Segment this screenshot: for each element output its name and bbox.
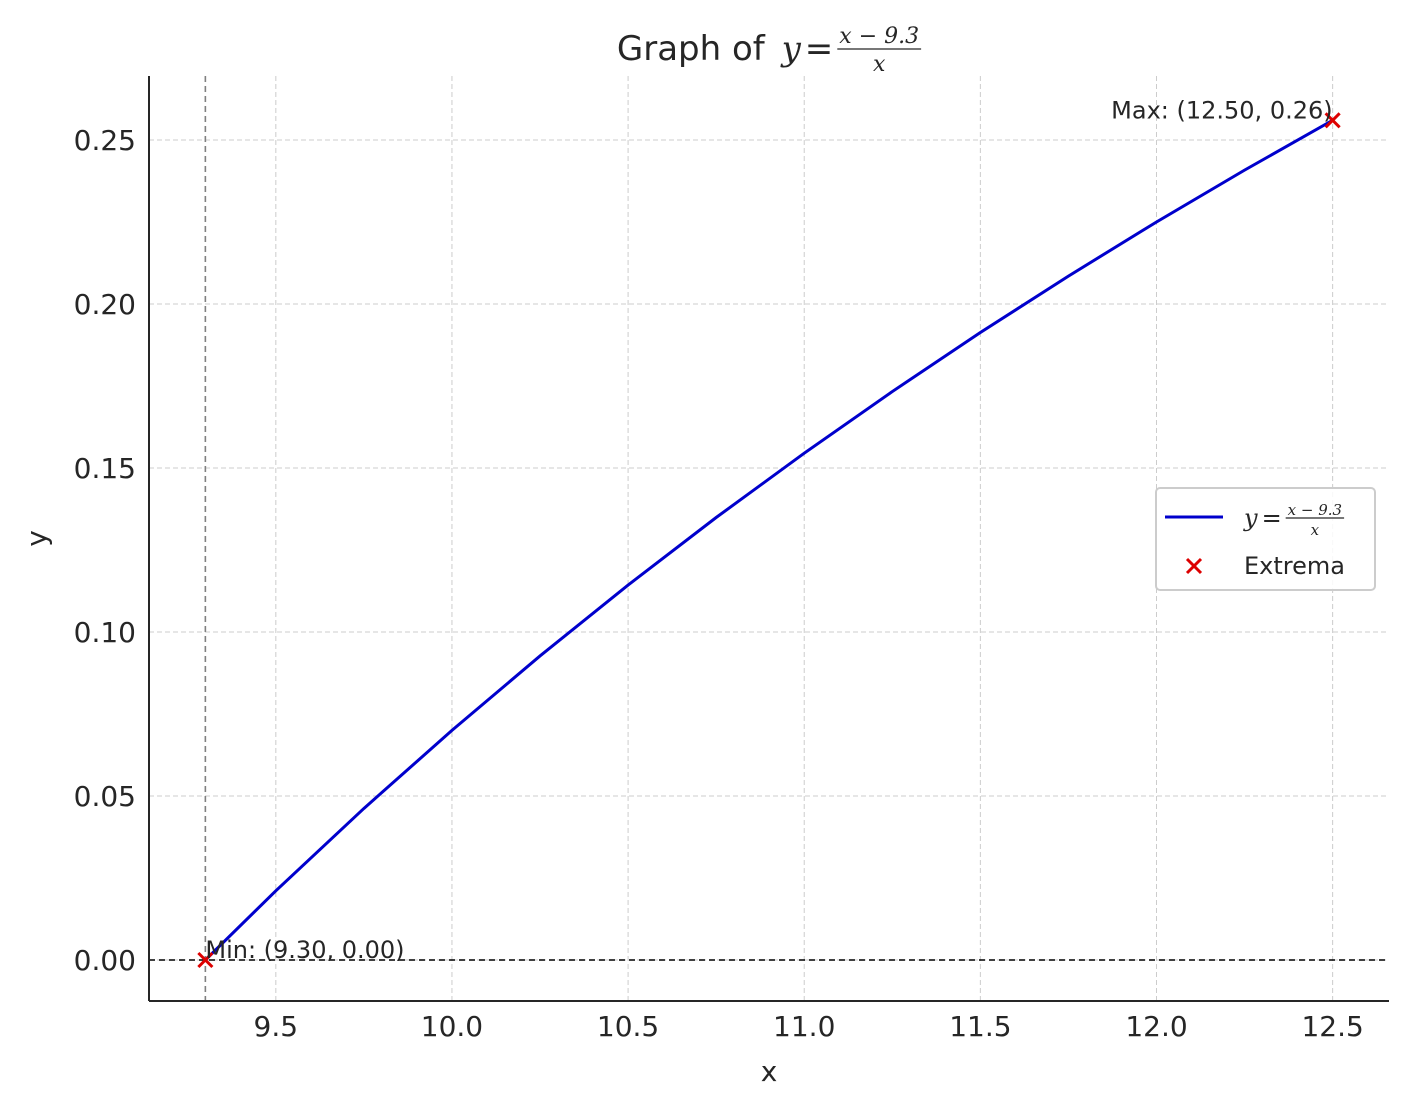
math-numerator: x − 9.3 xyxy=(1288,501,1342,519)
x-tick-label: 11.5 xyxy=(949,1010,1011,1043)
series-layer xyxy=(197,112,1341,969)
math-denominator: x xyxy=(873,52,886,77)
chart-title-math: y = x − 9.3 x xyxy=(780,24,922,77)
math-denominator: x xyxy=(1311,521,1320,539)
reference-lines xyxy=(149,76,1389,1001)
x-tick-label: 12.5 xyxy=(1301,1010,1363,1043)
x-tick-label: 11.0 xyxy=(773,1010,835,1043)
x-tick-label: 12.0 xyxy=(1125,1010,1187,1043)
marker-stroke xyxy=(197,951,214,969)
y-tick-label: 0.05 xyxy=(74,780,136,813)
math-lhs: y xyxy=(1243,504,1258,532)
legend: y = x − 9.3 x Extrema xyxy=(1155,487,1376,591)
legend-extrema-swatch xyxy=(1185,557,1203,575)
annotations: Max: (12.50, 0.26) Min: (9.30, 0.00) xyxy=(205,96,1332,964)
legend-entry-curve-label: y = x − 9.3 x xyxy=(1243,501,1345,539)
chart-title-prefix: Graph of xyxy=(617,29,776,69)
extrema-point xyxy=(197,951,214,969)
marker-stroke xyxy=(1324,112,1341,129)
y-tick-label: 0.20 xyxy=(74,288,136,321)
y-tick-label: 0.10 xyxy=(74,616,136,649)
extrema-annotation: Min: (9.30, 0.00) xyxy=(205,936,404,964)
y-tick-label: 0.00 xyxy=(74,944,136,977)
x-tick-label: 9.5 xyxy=(254,1010,299,1043)
axes xyxy=(148,76,1389,1002)
math-equals: = xyxy=(805,29,834,69)
math-lhs: y xyxy=(780,29,802,69)
chart-title: Graph of y = x − 9.3 x xyxy=(617,24,922,77)
math-equals: = xyxy=(1262,504,1282,532)
function-curve xyxy=(204,118,1334,962)
x-tick-label: 10.5 xyxy=(597,1010,659,1043)
x-tick-label: 10.0 xyxy=(421,1010,483,1043)
extrema-annotation: Max: (12.50, 0.26) xyxy=(1111,96,1332,124)
y-tick-label: 0.25 xyxy=(74,124,136,157)
x-axis-label: x xyxy=(761,1055,778,1088)
legend-entry-extrema-label: Extrema xyxy=(1244,552,1345,580)
marker-stroke xyxy=(1185,557,1203,575)
y-axis-label: y xyxy=(20,530,53,547)
y-tick-label: 0.15 xyxy=(74,452,136,485)
math-numerator: x − 9.3 xyxy=(839,24,919,49)
legend-box xyxy=(1155,487,1376,591)
extrema-point xyxy=(1324,112,1341,129)
tick-labels: 9.5 10.0 10.5 11.0 11.5 12.0 12.5 0.00 0.05 0.10 0… xyxy=(20,124,1364,1088)
